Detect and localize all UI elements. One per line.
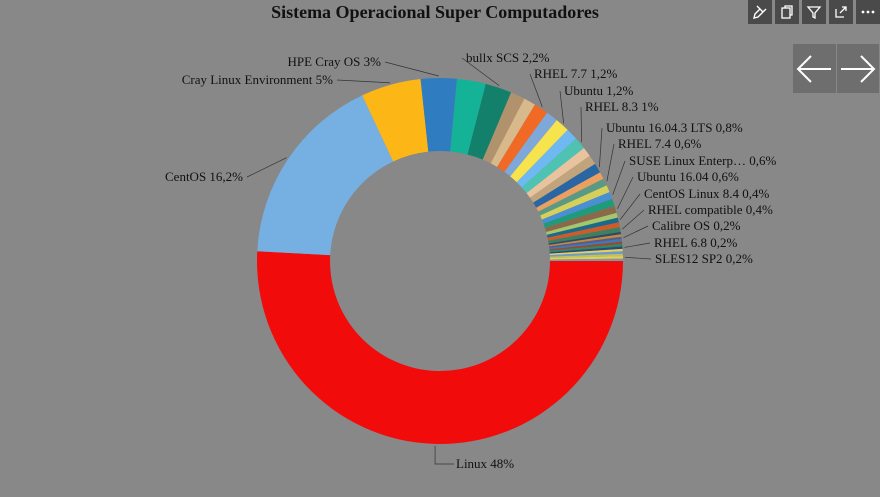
visual-header-toolbar — [748, 0, 880, 24]
next-button[interactable] — [836, 44, 880, 93]
slice-ubuntu-16-04[interactable] — [544, 205, 617, 233]
filter-icon — [806, 6, 822, 20]
slice-ubuntu-16-04-3-lts[interactable] — [533, 163, 601, 208]
leader-line — [336, 79, 391, 84]
slice-other-7[interactable] — [490, 98, 535, 167]
slice-other-20[interactable] — [543, 198, 615, 228]
slice-label: Ubuntu 16.04 0,6% — [637, 169, 739, 184]
slice-other-14[interactable] — [530, 155, 596, 203]
arrow-left-icon — [796, 54, 832, 83]
slice-label: bullx SCS 2,2% — [466, 50, 550, 65]
slice-label: RHEL compatible 0,4% — [648, 202, 773, 217]
slice-label: Ubuntu 16.04.3 LTS 0,8% — [606, 120, 743, 135]
slice-rhel-compatible[interactable] — [548, 227, 621, 244]
slice-other-4[interactable] — [450, 78, 486, 155]
copy-button[interactable] — [775, 0, 799, 24]
slice-other-33[interactable] — [549, 248, 623, 256]
slice-other-24[interactable] — [547, 222, 620, 241]
slice-bullx-scs[interactable] — [467, 83, 512, 160]
slice-label: Cray Linux Environment 5% — [182, 72, 333, 87]
copy-icon — [781, 5, 793, 19]
slice-other-27[interactable] — [548, 234, 622, 247]
slice-label: CentOS Linux 8.4 0,4% — [644, 186, 769, 201]
slice-sles12-sp2[interactable] — [549, 256, 623, 260]
slice-other-22[interactable] — [546, 212, 618, 235]
slice-calibre-os[interactable] — [549, 236, 622, 248]
slice-other-6[interactable] — [482, 92, 525, 164]
more-options-button[interactable] — [856, 0, 880, 24]
leader-line — [246, 157, 287, 178]
slice-label: RHEL 7.7 1,2% — [534, 66, 617, 81]
slice-label: SLES12 SP2 0,2% — [655, 251, 753, 266]
slice-other-13[interactable] — [526, 147, 590, 198]
donut-slices — [256, 78, 623, 445]
leader-line — [559, 90, 565, 124]
slice-other-37[interactable] — [549, 258, 623, 261]
slice-other-35[interactable] — [549, 253, 623, 259]
slice-other-9[interactable] — [504, 112, 557, 177]
leader-line — [623, 225, 649, 238]
slice-label: HPE Cray OS 3% — [287, 54, 381, 69]
leader-line — [384, 61, 439, 77]
slice-label: Ubuntu 1,2% — [564, 83, 634, 98]
slice-centos-linux-8-4[interactable] — [546, 217, 619, 238]
slice-label: RHEL 6.8 0,2% — [654, 235, 737, 250]
slice-label: Linux 48% — [456, 456, 514, 471]
slice-rhel-6-8[interactable] — [549, 246, 623, 254]
slice-other-16[interactable] — [536, 172, 604, 212]
pin-button[interactable] — [748, 0, 772, 24]
focus-mode-button[interactable] — [829, 0, 853, 24]
leader-line — [612, 160, 626, 195]
slice-label: RHEL 8.3 1% — [585, 99, 659, 114]
more-options-icon — [861, 10, 875, 14]
slice-linux[interactable] — [256, 251, 623, 445]
carousel-nav — [793, 44, 880, 93]
focus-mode-icon — [835, 6, 847, 18]
leader-line — [599, 127, 603, 168]
leader-line — [620, 193, 641, 220]
slice-cray-linux-environment[interactable] — [362, 79, 429, 162]
leader-lines — [246, 57, 652, 465]
slice-rhel-8-3[interactable] — [521, 138, 584, 194]
pin-icon — [753, 5, 767, 19]
slice-ubuntu[interactable] — [510, 120, 568, 183]
slice-label: SUSE Linux Enterp… 0,6% — [629, 153, 776, 168]
slice-other-29[interactable] — [549, 239, 622, 250]
leader-line — [461, 57, 500, 87]
slice-label: RHEL 7.4 0,6% — [618, 136, 701, 151]
slice-labels: Linux 48% CentOS 16,2% Cray Linux Environm… — [165, 50, 776, 471]
chart-title: Sistema Operacional Super Computadores — [271, 2, 599, 22]
leader-line — [434, 445, 454, 465]
leader-line — [617, 176, 634, 209]
leader-line — [529, 73, 543, 107]
slice-rhel-7-4[interactable] — [538, 178, 607, 216]
arrow-right-icon — [840, 54, 876, 83]
leader-line — [624, 256, 652, 260]
slice-label: Calibre OS 0,2% — [652, 218, 741, 233]
leader-line — [622, 209, 645, 230]
filter-button[interactable] — [802, 0, 826, 24]
slice-other-18[interactable] — [540, 185, 610, 220]
slice-rhel-7-7[interactable] — [497, 104, 548, 172]
slice-other-11[interactable] — [516, 129, 577, 188]
slice-other-26[interactable] — [548, 231, 622, 245]
prev-button[interactable] — [793, 44, 837, 93]
slice-hpe-cray-os[interactable] — [420, 78, 458, 152]
slice-other-34[interactable] — [549, 251, 623, 257]
slice-label: CentOS 16,2% — [165, 169, 243, 184]
leader-line — [606, 143, 615, 182]
slice-suse-linux-enterp-[interactable] — [541, 192, 613, 224]
leader-line — [624, 242, 651, 248]
slice-other-31[interactable] — [549, 243, 623, 253]
leader-line — [580, 106, 582, 142]
slice-centos[interactable] — [257, 95, 394, 256]
slice-other-30[interactable] — [549, 241, 623, 251]
